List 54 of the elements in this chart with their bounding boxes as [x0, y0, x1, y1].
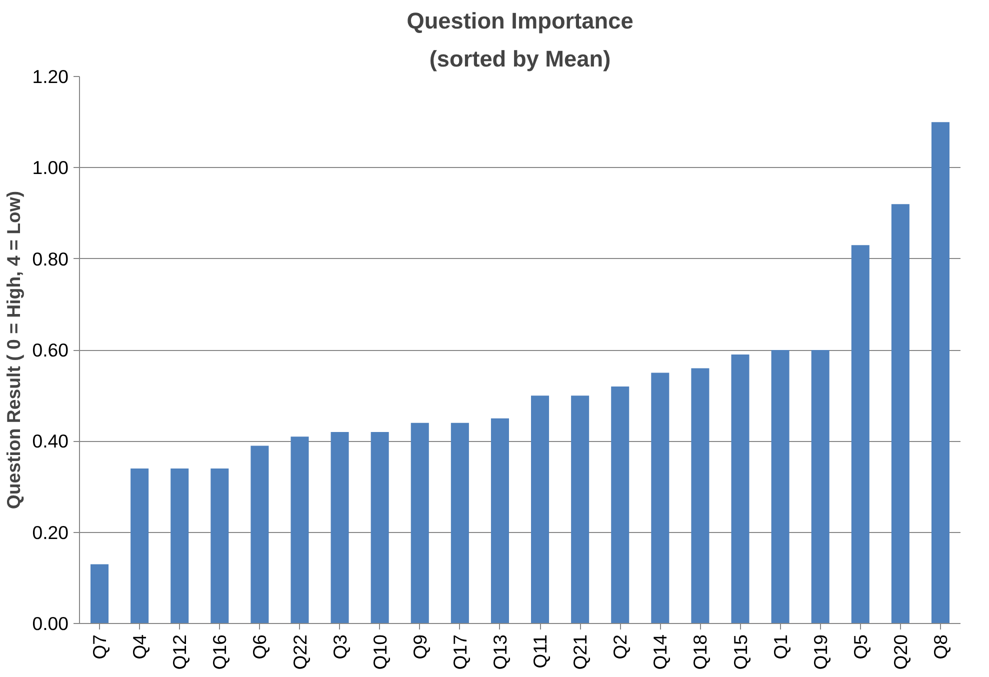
bar	[450, 422, 469, 624]
bar	[691, 368, 710, 624]
bar	[250, 446, 269, 624]
x-tick-label: Q14	[650, 634, 671, 670]
x-tick-label: Q4	[129, 634, 150, 660]
x-tick-label: Q13	[489, 634, 510, 670]
bar	[330, 432, 349, 624]
y-tick-label: 0.00	[32, 613, 68, 634]
y-axis-title: Question Result ( 0 = High, 4 = Low)	[3, 190, 24, 510]
x-tick-label: Q1	[770, 634, 791, 660]
x-tick-label: Q21	[570, 634, 591, 670]
bar	[290, 436, 309, 624]
x-tick-label: Q10	[369, 634, 390, 670]
x-tick-label: Q20	[890, 634, 911, 670]
bar	[130, 468, 149, 624]
bar	[851, 245, 870, 624]
x-tick-label: Q11	[530, 634, 551, 668]
x-tick-label: Q19	[810, 634, 831, 670]
bar	[931, 122, 950, 624]
bar	[611, 386, 630, 624]
x-tick-label: Q7	[89, 634, 110, 660]
bar	[170, 468, 189, 624]
x-tick-label: Q17	[449, 634, 470, 670]
x-tick-label: Q22	[289, 634, 310, 670]
x-tick-label: Q8	[930, 634, 951, 660]
x-tick-label: Q9	[409, 634, 430, 660]
y-tick-label: 0.40	[32, 430, 68, 452]
y-tick-label: 0.60	[32, 340, 68, 360]
x-tick-label: Q16	[209, 634, 230, 670]
bar	[90, 564, 109, 624]
x-tick-label: Q12	[169, 634, 190, 670]
chart-subtitle: (sorted by Mean)	[429, 46, 611, 72]
y-tick-label: 0.80	[32, 248, 68, 270]
bar	[651, 372, 670, 624]
x-tick-label: Q2	[610, 634, 631, 660]
x-tick-label: Q3	[329, 634, 350, 660]
bar	[531, 396, 550, 624]
x-tick-label: Q5	[850, 634, 871, 660]
bar	[410, 422, 429, 624]
bar	[771, 350, 790, 624]
bar	[891, 204, 910, 624]
y-tick-label: 0.20	[32, 522, 68, 543]
y-tick-label: 1.00	[32, 157, 68, 178]
chart-title: Question Importance	[406, 8, 634, 34]
bar	[731, 354, 750, 624]
bar	[571, 396, 590, 624]
bar	[811, 350, 830, 624]
bar	[370, 432, 389, 624]
bar	[490, 418, 509, 624]
bar	[210, 468, 229, 624]
x-tick-label: Q6	[249, 634, 270, 660]
x-tick-label: Q15	[730, 634, 751, 670]
x-tick-label: Q18	[690, 634, 711, 670]
y-tick-label: 1.20	[32, 66, 68, 87]
